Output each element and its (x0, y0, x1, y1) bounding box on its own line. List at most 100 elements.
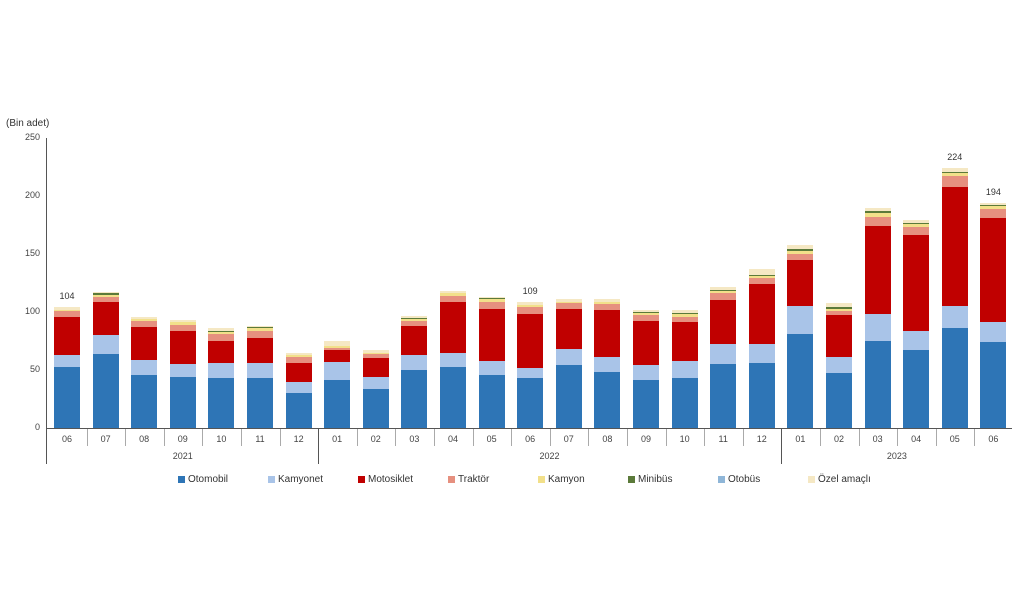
bar-segment-kamyonet (903, 330, 930, 351)
legend-label: Minibüs (638, 474, 673, 485)
bar-total-label: 194 (985, 186, 1001, 197)
legend-label: Motosiklet (368, 474, 414, 485)
bar-segment-motosiklet (787, 259, 814, 307)
bar-segment-trakt-r (131, 321, 158, 328)
legend-swatch-icon (358, 476, 365, 483)
bar-segment-motosiklet (555, 308, 582, 350)
bar-segment-motosiklet (208, 341, 235, 364)
bar-segment-kamyon (710, 291, 737, 294)
bar-segment-kamyonet (555, 349, 582, 366)
bar-segment--zel-ama-l- (633, 309, 659, 313)
bar-segment-kamyonet (440, 352, 466, 367)
tick-separator (974, 429, 976, 446)
bar-segment-otomobil (131, 374, 158, 428)
legend-swatch-icon (808, 476, 815, 483)
year-separator (781, 429, 783, 464)
bar-segment-otomobil (748, 363, 775, 428)
bar-segment-otomobil (54, 366, 80, 428)
bar-segment-motosiklet (401, 325, 428, 355)
bar-segment-kamyon (903, 223, 930, 228)
x-tick-label: 03 (872, 434, 883, 444)
bar-segment-otomobil (941, 328, 968, 428)
bar-segment-otomobil (401, 369, 428, 428)
bar-segment--zel-ama-l- (980, 203, 1007, 206)
bar-segment-kamyonet (478, 360, 505, 375)
tick-separator (241, 429, 242, 446)
bar-segment-kamyonet (748, 344, 775, 364)
bar-segment-trakt-r (748, 278, 775, 285)
tick-separator (472, 429, 474, 446)
y-tick-label: 200 (24, 190, 40, 200)
bar-stack (517, 301, 544, 428)
x-axis-line (46, 428, 1012, 429)
bar-segment-kamyonet (362, 376, 389, 389)
bar-segment-minib-s (401, 317, 428, 319)
bar-stack (671, 309, 698, 428)
bar-segment--zel-ama-l- (748, 269, 775, 275)
bar-stack (903, 220, 930, 428)
tick-separator (356, 429, 358, 446)
bar-segment-motosiklet (478, 308, 505, 361)
legend-swatch-icon (628, 476, 635, 483)
bar-segment-kamyonet (92, 335, 119, 354)
x-tick-label: 08 (139, 434, 150, 444)
bar-segment-motosiklet (903, 235, 930, 331)
bar-segment-motosiklet (748, 284, 775, 345)
bar-segment-motosiklet (169, 330, 196, 365)
tick-separator (858, 429, 860, 446)
bar-segment--zel-ama-l- (247, 325, 273, 328)
bar-segment-kamyonet (169, 364, 196, 377)
bar-stack (555, 299, 582, 428)
bar-segment-trakt-r (826, 310, 852, 316)
y-tick-label: 150 (24, 248, 40, 258)
bar-segment-kamyon (517, 305, 544, 308)
legend-item: Kamyonet (268, 474, 358, 485)
bar-segment-minib-s (864, 211, 891, 214)
bar-segment-motosiklet (440, 301, 466, 353)
bar-segment-trakt-r (247, 330, 273, 338)
bar-segment--zel-ama-l- (941, 168, 968, 172)
bar-segment-trakt-r (169, 324, 196, 331)
bar-segment-kamyonet (941, 306, 968, 329)
bar-segment-minib-s (208, 330, 235, 332)
bar-segment-kamyonet (787, 306, 814, 335)
tick-separator (511, 429, 513, 446)
bar-segment-motosiklet (980, 218, 1007, 323)
bar-segment-kamyon (826, 308, 852, 311)
bar-segment-kamyon (131, 318, 158, 322)
tick-separator (935, 429, 937, 446)
tick-separator (125, 429, 127, 446)
bar-segment-kamyonet (285, 381, 312, 394)
bar-stack (169, 320, 196, 428)
tick-separator (163, 429, 165, 446)
x-tick-label: 06 (61, 434, 72, 444)
bar-segment-minib-s (633, 312, 659, 314)
bar-segment-kamyon (980, 206, 1007, 209)
bar-segment-otomobil (324, 380, 351, 428)
bar-segment-motosiklet (324, 350, 351, 362)
bar-segment-otomobil (92, 353, 119, 428)
bar-segment-motosiklet (285, 363, 312, 382)
bar-segment-kamyonet (208, 363, 235, 379)
bar-stack (826, 302, 852, 428)
x-tick-label: 04 (911, 434, 922, 444)
year-label: 2023 (886, 451, 907, 461)
x-tick-label: 06 (525, 434, 536, 444)
legend-item: Minibüs (628, 474, 718, 485)
tick-separator (665, 429, 667, 446)
x-tick-label: 10 (216, 434, 227, 444)
bar-stack (787, 244, 814, 428)
bar-segment-kamyon (555, 301, 582, 303)
x-tick-label: 02 (833, 434, 844, 444)
bar-segment--zel-ama-l- (671, 309, 698, 314)
x-tick-label: 11 (718, 434, 728, 444)
bar-segment-trakt-r (671, 316, 698, 323)
bar-segment--zel-ama-l- (208, 328, 235, 331)
bar-segment-kamyonet (247, 363, 273, 379)
bar-segment-kamyon (169, 322, 196, 325)
bar-stack (131, 316, 158, 428)
tick-separator (86, 429, 88, 446)
bar-stack (401, 315, 428, 428)
bar-segment-otomobil (362, 388, 389, 428)
